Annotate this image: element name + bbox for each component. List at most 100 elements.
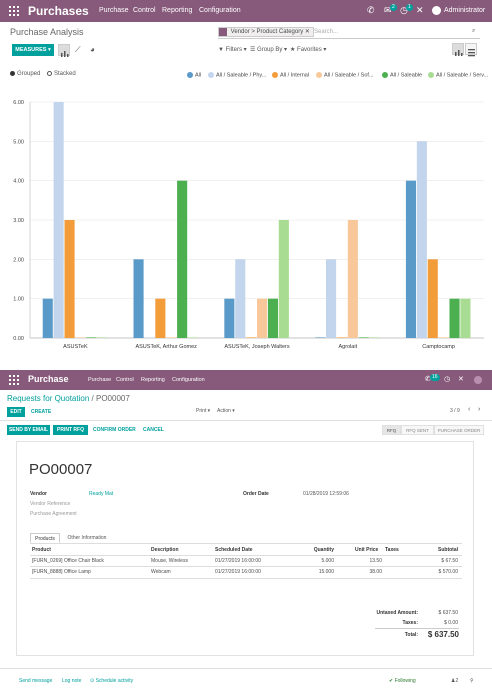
breadcrumb: Requests for Quotation / PO00007 [7, 394, 130, 403]
status-purchase-order[interactable]: PURCHASE ORDER [434, 425, 484, 435]
action-dropdown[interactable]: Action ▾ [217, 408, 235, 414]
bar [177, 180, 188, 338]
bar [460, 298, 471, 338]
filters-dropdown[interactable]: ▼ Filters ▾ [218, 47, 247, 53]
legend-item[interactable]: All / Saleable / Sof... [316, 72, 374, 78]
search-icon[interactable]: ⌕ [472, 28, 476, 34]
tab-other-information[interactable]: Other Information [67, 535, 107, 541]
bar [86, 337, 97, 338]
status-rfq[interactable]: RFQ [382, 425, 401, 435]
graph-view-icon [455, 50, 463, 56]
followers-button[interactable]: ♟2 [451, 678, 459, 684]
activity-icon[interactable]: ◷ [444, 376, 451, 383]
col-header-scheduled-date: Scheduled Date [215, 547, 253, 553]
search-bar[interactable]: Vendor > Product Category ✕ Search... ⌕ [218, 26, 480, 39]
legend-item[interactable]: All / Saleable / Phy... [208, 72, 266, 78]
legend-label: All / Saleable / Serv... [436, 72, 489, 79]
y-tick-label: 5.00 [13, 139, 24, 145]
bar [42, 298, 53, 338]
avatar[interactable] [474, 376, 482, 384]
bar-chart-button[interactable] [58, 44, 70, 57]
divider [30, 555, 462, 556]
legend-item[interactable]: All / Saleable [382, 72, 422, 78]
menu-reporting[interactable]: Reporting [141, 377, 165, 383]
favorites-dropdown[interactable]: ★ Favorites ▾ [290, 47, 327, 53]
legend-swatch [208, 72, 214, 78]
menu-purchase[interactable]: Purchase [88, 377, 112, 383]
measures-button[interactable]: MEASURES ▾ [12, 44, 54, 56]
search-input[interactable]: Search... [314, 29, 339, 35]
grouped-radio[interactable]: Grouped [10, 71, 40, 77]
cell-quantity: 5.000 [321, 558, 334, 564]
radio-checked-icon [10, 71, 15, 76]
divider [30, 578, 462, 579]
legend-label: All / Saleable / Sof... [324, 72, 374, 79]
edit-button[interactable]: EDIT [7, 407, 25, 417]
menu-configuration[interactable]: Configuration [172, 377, 205, 383]
pager-next-icon[interactable]: › [478, 406, 481, 413]
pie-chart-icon[interactable]: ◕ [90, 45, 95, 54]
close-icon[interactable]: ✕ [458, 376, 464, 383]
pivot-view-button[interactable] [465, 43, 477, 57]
attachment-icon[interactable]: ⚲ [470, 678, 474, 684]
menu-control[interactable]: Control [116, 377, 134, 383]
menu-configuration[interactable]: Configuration [199, 7, 241, 14]
close-icon[interactable]: ✕ [416, 5, 424, 15]
send-message-button[interactable]: Send message [19, 678, 53, 684]
log-note-button[interactable]: Log note [62, 678, 82, 684]
chat-icon[interactable]: ✆ [425, 376, 431, 383]
legend-swatch [272, 72, 278, 78]
group-by-facet-icon [219, 28, 227, 36]
tab-products[interactable]: Products [30, 533, 60, 543]
x-tick-label: ASUSTeK, Joseph Walters [224, 344, 289, 350]
untaxed-amount-value: $ 637.50 [438, 610, 458, 616]
bar [187, 337, 199, 338]
stacked-radio[interactable]: Stacked [47, 71, 76, 77]
following-button[interactable]: ✔ Following [389, 678, 416, 684]
apps-grid-icon[interactable] [9, 375, 19, 385]
cancel-button[interactable]: CANCEL [143, 427, 164, 433]
create-button[interactable]: CREATE [31, 409, 52, 415]
activity-icon[interactable]: ◷ [400, 5, 408, 15]
col-header-taxes: Taxes [385, 547, 399, 553]
bar [75, 337, 86, 338]
bar [53, 102, 64, 338]
cell-quantity: 15.000 [318, 569, 334, 575]
app-name[interactable]: Purchase [28, 374, 69, 384]
messages-icon[interactable]: ✉ [384, 5, 392, 15]
phone-icon[interactable]: ✆ [367, 5, 375, 15]
menu-purchase[interactable]: Purchase [99, 7, 129, 14]
schedule-activity-button[interactable]: ⊙ Schedule activity [90, 678, 134, 684]
menu-reporting[interactable]: Reporting [162, 7, 193, 14]
graph-view-button[interactable] [452, 43, 464, 56]
order-date-field[interactable]: 01/28/2019 12:59:06 [303, 491, 349, 497]
avatar[interactable] [432, 6, 441, 15]
divider [375, 628, 459, 629]
legend-swatch [382, 72, 388, 78]
user-menu[interactable]: Administrator [444, 7, 486, 14]
legend-label: All / Saleable [390, 72, 423, 79]
confirm-order-button[interactable]: CONFIRM ORDER [93, 427, 136, 433]
menu-control[interactable]: Control [133, 7, 156, 14]
pager-prev-icon[interactable]: ‹ [468, 406, 471, 413]
app-name[interactable]: Purchases [28, 4, 89, 18]
send-by-email-button[interactable]: SEND BY EMAIL [7, 425, 50, 435]
legend-item[interactable]: All [187, 72, 201, 78]
line-chart-icon[interactable]: ⟋ [75, 45, 81, 54]
print-dropdown[interactable]: Print ▾ [196, 408, 211, 414]
apps-grid-icon[interactable] [9, 6, 19, 16]
group-by-dropdown[interactable]: ☰ Group By ▾ [250, 47, 288, 53]
vendor-field[interactable]: Ready Mat [89, 491, 114, 497]
facet-remove-icon[interactable]: ✕ [304, 29, 310, 35]
y-tick-label: 0.00 [13, 336, 24, 342]
cell-product: [FURN_0269] Office Chair Black [32, 558, 104, 564]
print-rfq-button[interactable]: PRINT RFQ [53, 425, 88, 435]
breadcrumb-parent[interactable]: Requests for Quotation [7, 394, 90, 403]
legend-item[interactable]: All / Internal [272, 72, 309, 78]
page-title: Purchase Analysis [10, 27, 84, 37]
status-rfq-sent[interactable]: RFQ SENT [401, 425, 434, 435]
legend-item[interactable]: All / Saleable / Serv... [428, 72, 488, 78]
x-tick-label: Camptocamp [422, 344, 455, 350]
pager-value: 3 / 9 [450, 408, 460, 414]
bar [427, 259, 438, 338]
